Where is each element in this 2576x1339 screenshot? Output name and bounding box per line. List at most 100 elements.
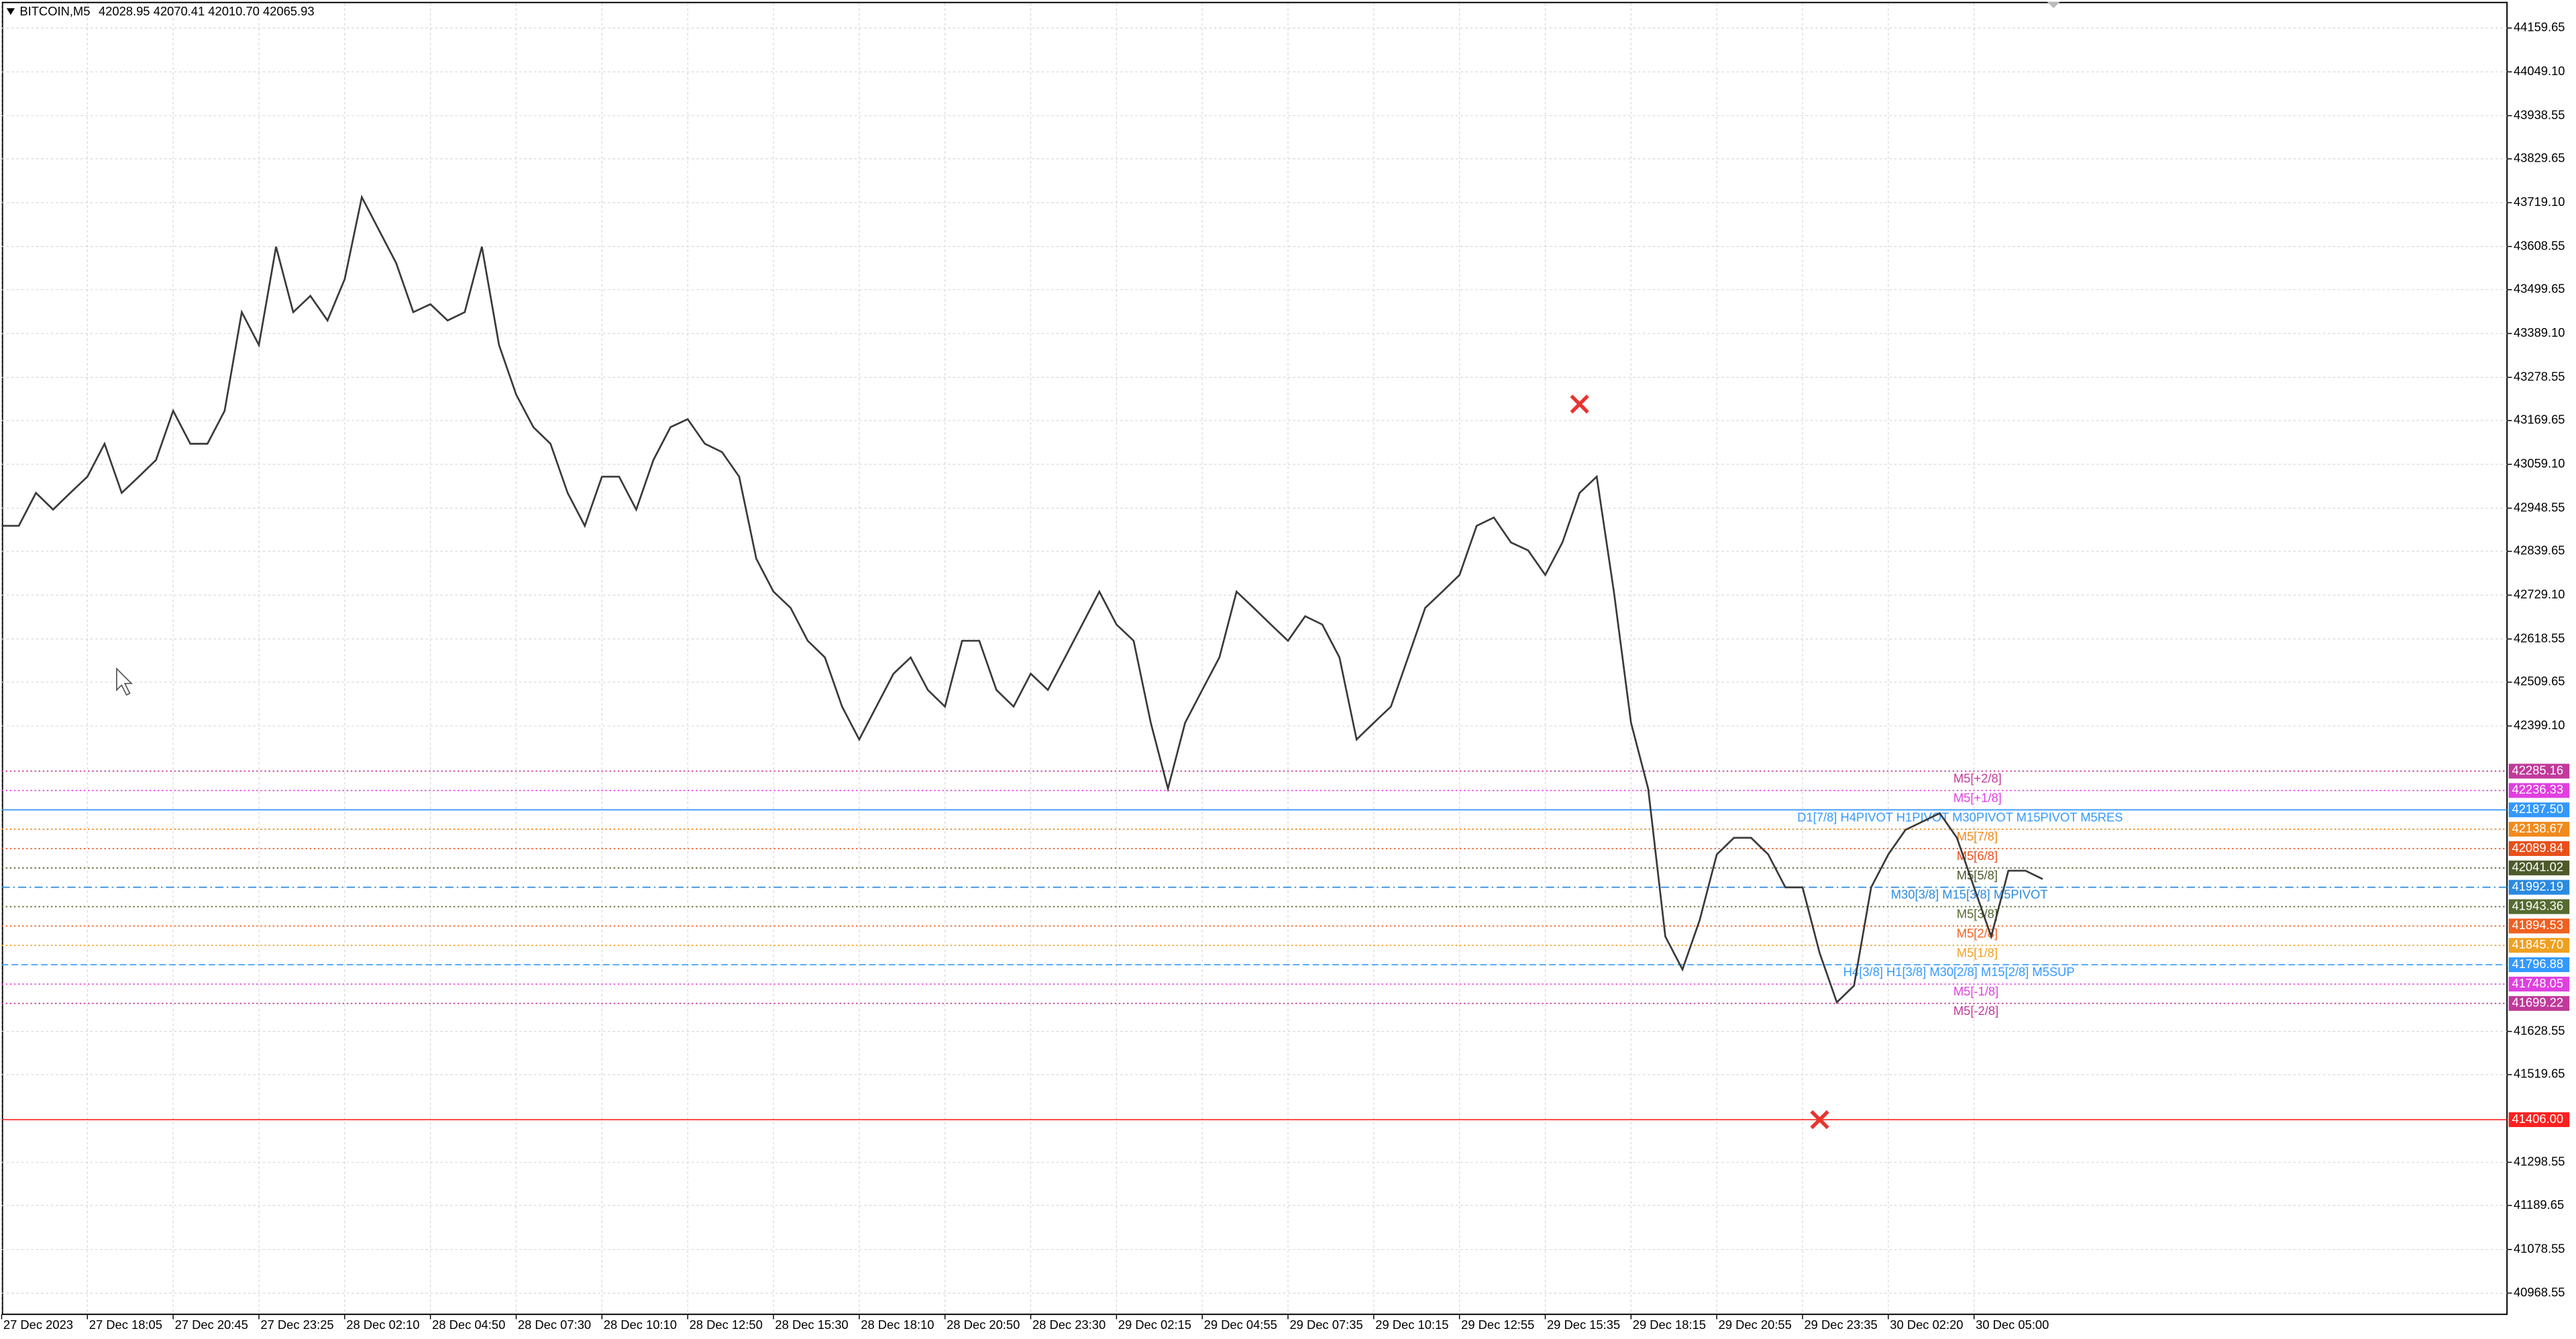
x-tick-label: 28 Dec 02:10 (346, 1318, 419, 1332)
x-tick-label: 27 Dec 18:05 (89, 1318, 162, 1332)
price-tag-label: 42236.33 (2512, 782, 2563, 796)
y-tick-label: 41078.55 (2514, 1241, 2565, 1255)
y-tick-label: 41628.55 (2514, 1023, 2565, 1037)
y-tick-label: 43938.55 (2514, 107, 2565, 121)
y-tick-label: 42729.10 (2514, 587, 2565, 601)
price-tag (2508, 918, 2570, 934)
grid (1, 3, 2508, 1315)
price-tag-label: 41943.36 (2512, 898, 2563, 912)
x-tick-label: 28 Dec 15:30 (775, 1318, 848, 1332)
price-tag-label: 41406.00 (2512, 1112, 2563, 1126)
x-tick-label: 30 Dec 02:20 (1890, 1318, 1963, 1332)
price-tag (2508, 783, 2570, 798)
x-tick-label: 29 Dec 20:55 (1719, 1318, 1792, 1332)
price-tag (2508, 976, 2570, 992)
level-label: M5[5/8] (1957, 868, 1998, 882)
signal-marker (1570, 394, 1589, 414)
y-tick-label: 43719.10 (2514, 195, 2565, 209)
x-tick-label: 28 Dec 04:50 (432, 1318, 505, 1332)
y-tick-label: 41519.65 (2514, 1067, 2565, 1081)
price-tag-label: 41992.19 (2512, 879, 2563, 893)
x-tick-label: 28 Dec 07:30 (518, 1318, 591, 1332)
plot-frame (1, 1, 2508, 1316)
price-tag (2508, 996, 2570, 1011)
price-tag-label: 42041.02 (2512, 860, 2563, 874)
level-label: D1[7/8] H4PIVOT H1PIVOT M30PIVOT M15PIVO… (1797, 810, 2123, 824)
y-tick-label: 44049.10 (2514, 64, 2565, 78)
price-tag-label: 41894.53 (2512, 918, 2563, 932)
level-label: M5[2/8] (1957, 926, 1998, 940)
x-tick-label: 28 Dec 18:10 (861, 1318, 934, 1332)
y-tick-label: 42948.55 (2514, 500, 2565, 514)
x-tick-label: 29 Dec 10:15 (1375, 1318, 1448, 1332)
x-tick-label: 29 Dec 04:55 (1204, 1318, 1277, 1332)
y-tick-label: 41189.65 (2514, 1197, 2564, 1212)
level-label: H4[3/8] H1[3/8] M30[2/8] M15[2/8] M5SUP (1843, 965, 2075, 979)
x-tick-label: 30 Dec 05:00 (1976, 1318, 2049, 1332)
x-tick-label: 29 Dec 12:55 (1461, 1318, 1534, 1332)
x-tick-label: 29 Dec 23:35 (1804, 1318, 1877, 1332)
price-tag-label: 41699.22 (2512, 996, 2563, 1010)
y-tick-label: 42839.65 (2514, 543, 2565, 557)
x-tick-label: 27 Dec 2023 (3, 1318, 73, 1332)
x-tick-label: 29 Dec 07:35 (1289, 1318, 1362, 1332)
y-tick-label: 40968.55 (2514, 1285, 2565, 1299)
signal-marker (1810, 1110, 1829, 1130)
price-tag (2508, 957, 2570, 973)
price-tag (2508, 899, 2570, 914)
price-tag (2508, 938, 2570, 953)
level-label: M5[-2/8] (1953, 1004, 1998, 1018)
level-label: M5[-1/8] (1953, 984, 1998, 998)
price-tag-label: 42138.67 (2512, 821, 2563, 835)
menu-arrow[interactable] (6, 8, 15, 15)
level-label: M5[7/8] (1957, 829, 1998, 843)
y-tick-label: 42618.55 (2514, 631, 2565, 645)
price-tag (2508, 763, 2570, 779)
level-label: M5[1/8] (1957, 945, 1998, 959)
price-tag-label: 41796.88 (2512, 957, 2563, 971)
price-tag-label: 41748.05 (2512, 976, 2563, 990)
plot: M5[+2/8] M5[+1/8] D1[7/8] H4PIVOT H1PIVOT … (1, 194, 2508, 1130)
mouse-cursor (116, 667, 133, 696)
y-tick-label: 43608.55 (2514, 238, 2565, 252)
price-line (1, 194, 2043, 1004)
level-label: M5[3/8] (1957, 907, 1998, 921)
price-tag (2508, 1112, 2570, 1128)
y-tick-label: 44159.65 (2514, 20, 2565, 34)
y-tick-label: 42399.10 (2514, 718, 2565, 732)
price-tag-label: 42089.84 (2512, 841, 2563, 855)
x-tick-label: 29 Dec 02:15 (1118, 1318, 1191, 1332)
chart-title: BITCOIN,M5 (19, 4, 90, 18)
y-tick-label: 43059.10 (2514, 456, 2565, 470)
y-tick-label: 43169.65 (2514, 413, 2565, 427)
price-tag-label: 42187.50 (2512, 802, 2563, 816)
y-tick-label: 42509.65 (2514, 674, 2565, 688)
x-tick-label: 28 Dec 20:50 (947, 1318, 1020, 1332)
y-tick-label: 43829.65 (2514, 151, 2565, 165)
y-tick-label: 43389.10 (2514, 325, 2565, 339)
level-label: M5[6/8] (1957, 849, 1998, 863)
level-label: M30[3/8] M15[3/8] M5PIVOT (1891, 888, 2048, 902)
price-tag-label: 41845.70 (2512, 937, 2563, 951)
x-tick-label: 28 Dec 12:50 (690, 1318, 763, 1332)
x-tick-label: 29 Dec 18:15 (1633, 1318, 1706, 1332)
level-label: M5[+1/8] (1953, 790, 2002, 804)
price-tag (2508, 860, 2570, 875)
x-tick-label: 27 Dec 23:25 (260, 1318, 333, 1332)
chart-subtitle: 42028.95 42070.41 42010.70 42065.93 (99, 4, 315, 18)
x-tick-label: 29 Dec 15:35 (1547, 1318, 1620, 1332)
y-tick-label: 43499.65 (2514, 282, 2565, 296)
price-tag (2508, 879, 2570, 895)
x-tick-label: 27 Dec 20:45 (175, 1318, 248, 1332)
level-label: M5[+2/8] (1953, 771, 2002, 786)
y-tick-label: 43278.55 (2514, 369, 2565, 383)
shift-marker[interactable] (2047, 1, 2061, 9)
price-tag (2508, 841, 2570, 856)
y-tick-label: 41298.55 (2514, 1154, 2565, 1168)
price-tag (2508, 802, 2570, 818)
price-tag-label: 42285.16 (2512, 763, 2563, 777)
x-tick-label: 28 Dec 23:30 (1032, 1318, 1106, 1332)
x-tick-label: 28 Dec 10:10 (604, 1318, 677, 1332)
price-tag (2508, 822, 2570, 837)
